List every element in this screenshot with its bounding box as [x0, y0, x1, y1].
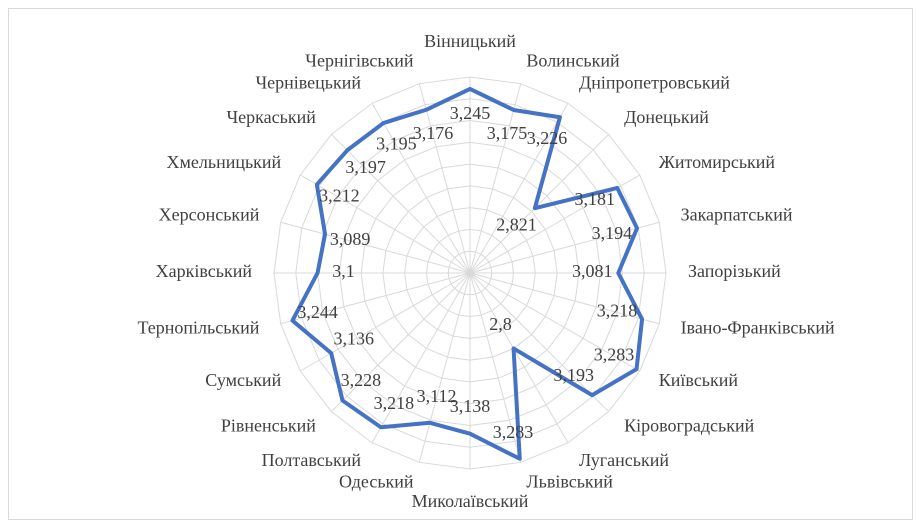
spoke — [371, 103, 471, 274]
data-label: 3,193 — [553, 365, 594, 385]
spoke — [300, 174, 471, 274]
data-label: 3,283 — [493, 422, 534, 442]
data-label: 3,194 — [592, 223, 633, 243]
data-label: 3,283 — [594, 344, 635, 364]
spoke — [418, 272, 471, 463]
category-label: Івано-Франківський — [681, 318, 835, 338]
spoke — [418, 83, 471, 274]
category-label: Рівненський — [221, 415, 316, 435]
category-label: Чернігівський — [305, 51, 414, 71]
spoke — [469, 134, 609, 274]
category-label: Сумський — [205, 370, 281, 390]
category-label: Запорізький — [688, 261, 781, 281]
data-label: 3,228 — [341, 370, 382, 390]
category-label: Хмельницький — [167, 152, 282, 172]
spoke — [331, 272, 471, 412]
data-label: 2,8 — [489, 314, 512, 334]
data-label: 2,821 — [496, 215, 537, 235]
data-label: 3,218 — [597, 301, 638, 321]
data-label: 3,112 — [417, 386, 457, 406]
category-label: Черкаський — [226, 107, 316, 127]
spoke — [469, 83, 522, 274]
data-label: 3,138 — [450, 396, 491, 416]
data-label: 3,181 — [575, 189, 616, 209]
category-label: Волинський — [526, 51, 620, 71]
spoke — [331, 134, 471, 274]
category-label: Херсонський — [159, 205, 260, 225]
category-label: Тернопільський — [137, 318, 259, 338]
data-label: 3,175 — [487, 123, 528, 143]
category-label: Львівський — [526, 472, 613, 492]
spoke — [469, 272, 660, 325]
data-label: 3,195 — [376, 134, 417, 154]
data-label: 3,1 — [332, 261, 355, 281]
spoke — [280, 272, 471, 325]
data-label: 3,136 — [333, 328, 374, 348]
category-label: Чернівецький — [255, 72, 361, 92]
category-label: Кіровоградський — [624, 415, 754, 435]
data-label: 3,218 — [374, 393, 415, 413]
series-line — [290, 86, 645, 461]
data-label: 3,212 — [319, 186, 360, 206]
data-label: 3,244 — [297, 302, 338, 322]
spoke — [469, 272, 569, 443]
category-label: Дніпропетровський — [579, 72, 730, 92]
spoke — [469, 272, 640, 372]
category-label: Полтавський — [262, 450, 362, 470]
spoke — [280, 221, 471, 274]
category-label: Житомирський — [659, 152, 776, 172]
spoke — [469, 272, 522, 463]
category-label: Одеський — [339, 472, 414, 492]
spoke — [469, 103, 569, 274]
category-label: Закарпатський — [681, 205, 793, 225]
category-label: Донецький — [624, 107, 709, 127]
data-label: 3,197 — [345, 157, 386, 177]
data-label: 3,226 — [527, 128, 568, 148]
category-label: Вінницький — [424, 31, 516, 51]
data-label: 3,081 — [572, 261, 613, 281]
category-label: Миколаївський — [412, 491, 529, 511]
category-label: Харківський — [156, 261, 253, 281]
data-label: 3,176 — [413, 123, 454, 143]
spoke — [469, 221, 660, 274]
category-label: Луганський — [579, 450, 669, 470]
data-label: 3,245 — [450, 103, 491, 123]
spoke — [371, 272, 471, 443]
category-label: Київський — [659, 370, 739, 390]
spoke — [300, 272, 471, 372]
spoke — [469, 272, 609, 412]
data-label: 3,089 — [330, 229, 371, 249]
